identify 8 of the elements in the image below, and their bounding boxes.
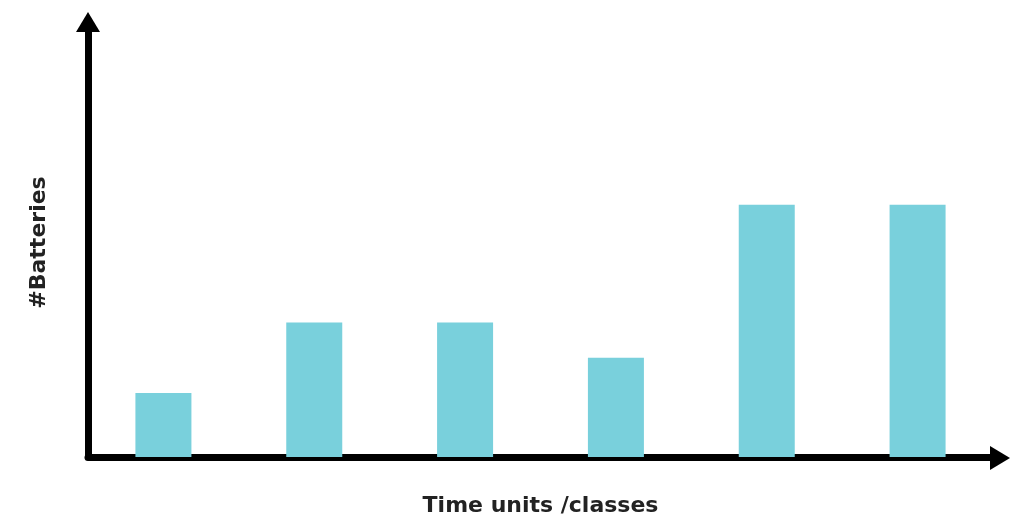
bar [135,392,192,457]
bar [437,322,494,457]
bar [286,322,343,457]
bar [587,357,644,457]
bar [738,204,795,457]
y-axis-title: #Batteries [24,176,50,309]
x-axis-title: Time units /classes [422,491,659,517]
bar [889,204,946,457]
